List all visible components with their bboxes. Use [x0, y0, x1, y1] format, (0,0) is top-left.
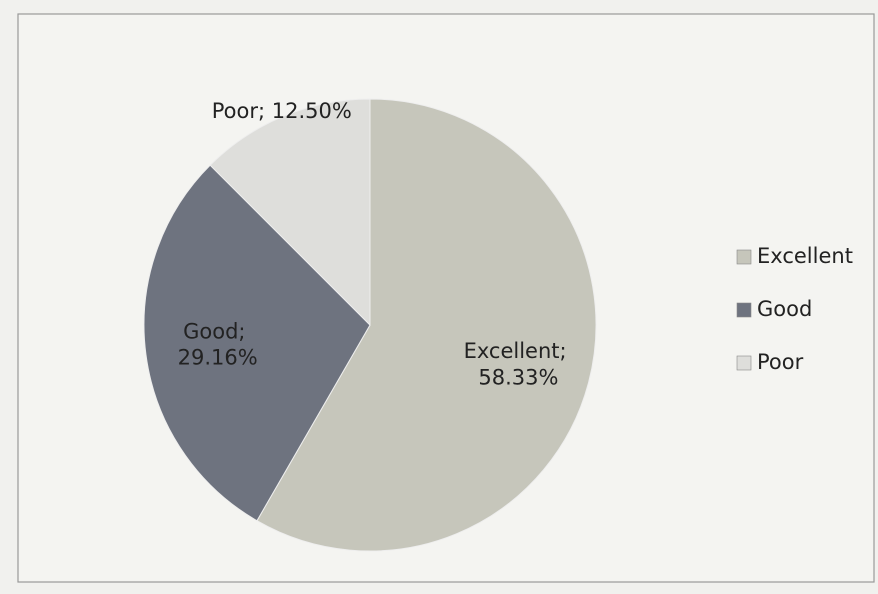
legend-swatch — [736, 249, 752, 265]
legend-label: Poor — [757, 350, 804, 374]
pie-slice — [143, 164, 371, 522]
pie-slice — [256, 98, 597, 552]
legend-label: Excellent — [757, 244, 853, 268]
legend-swatch — [736, 355, 752, 371]
pie-slice — [209, 98, 371, 327]
legend-swatch — [736, 302, 752, 318]
legend-label: Good — [757, 297, 812, 321]
data-label: Good; 29.16% — [178, 319, 258, 369]
data-label: Excellent; 58.33% — [464, 339, 574, 389]
data-label: Poor; 12.50% — [212, 99, 352, 123]
